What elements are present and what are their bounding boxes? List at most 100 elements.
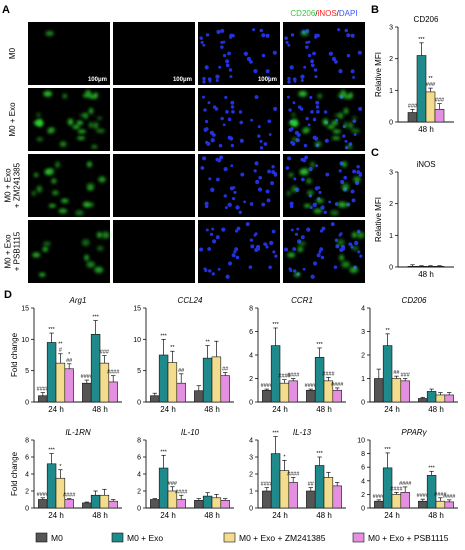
legend-swatch [352,532,365,543]
chart-title: IL-1RN [65,428,91,437]
cd206-signal [44,169,52,175]
nucleus [263,242,267,246]
bar [306,389,316,403]
nucleus [220,116,224,121]
bar [167,362,178,403]
nucleus [207,247,212,251]
nucleus [331,56,337,62]
nucleus [231,33,235,38]
significance-label: #### [63,493,76,499]
cd206-signal [342,161,347,168]
chart-title: iNOS [416,160,435,169]
nucleus [290,127,294,131]
nucleus [303,65,307,69]
x-tick-label: 24 h [48,511,64,520]
cd206-signal [331,136,341,141]
nucleus [245,222,250,227]
micro-image-r1-c1 [113,88,195,151]
nucleus [204,119,209,124]
cd206-signal [298,90,308,97]
bar [55,362,66,403]
bar [158,354,169,403]
chart-title: IL-13 [293,428,312,437]
significance-line: *** [48,448,55,454]
significance-line: ** [385,328,390,334]
nucleus [246,56,252,62]
nucleus [356,170,361,175]
cd206-signal [87,161,92,168]
significance-line: ### [401,373,411,379]
nucleus [352,169,357,174]
cd206-signal [51,178,57,184]
y-axis-label: Relative MFI [374,197,383,242]
nucleus [229,186,234,191]
nucleus [210,138,215,143]
significance-line: ## [66,358,73,364]
nucleus [335,118,339,122]
significance-line: #### [373,494,386,500]
merge-label-part: / [315,9,318,18]
legend-item-3: M0 + Exo + PSB1115 [352,532,449,543]
nucleus [300,157,304,162]
nucleus [257,134,261,138]
legend-label: M0 + Exo [127,533,163,543]
y-tick-label: 15 [133,306,141,313]
nucleus [354,240,359,246]
x-tick-label: 24 h [272,511,288,520]
bar [194,500,204,509]
nucleus [253,169,257,173]
nucleus [225,63,230,68]
significance-line: #### [107,370,120,376]
bar [332,485,342,509]
nucleus [274,254,278,258]
nucleus [220,40,224,45]
y-axis-label: Fold change [10,451,19,496]
bar [202,357,213,403]
significance-label: *** [316,342,323,348]
cd206-signal [88,107,94,115]
significance-label: #### [175,489,188,495]
row-label-line: M0 + Exo [4,234,13,269]
y-tick-label: 10 [133,337,141,344]
image-background [113,154,195,217]
bar [90,494,101,509]
x-tick-label: 24 h [48,405,64,414]
significance-line: #### [63,493,76,499]
nucleus [350,69,355,74]
nucleus [357,250,361,254]
image-background [28,154,110,217]
nucleus [202,43,206,47]
image-background [198,22,280,85]
x-tick-label: 48 h [92,405,108,414]
cd206-signal [353,176,361,183]
bar [108,381,118,403]
nucleus [227,51,231,56]
bar [64,499,74,509]
significance-line: ** [428,76,433,82]
row-label-line: + ZM241385 [13,162,22,208]
nucleus [294,232,299,236]
nucleus [229,35,233,39]
cd206-signal [45,30,54,37]
nucleus [259,28,264,33]
nucleus [353,133,357,136]
nucleus [287,156,292,161]
nucleus [310,274,315,279]
y-tick-label: 10 [357,438,365,445]
cd206-signal [350,128,360,133]
significance-label: *** [48,448,55,454]
cd206-signal [348,92,353,98]
nucleus [261,33,266,38]
y-tick-label: 0 [249,400,253,407]
y-tick-label: 1 [389,233,393,240]
y-tick-label: 3 [389,170,393,177]
cd206-signal [86,183,95,188]
nucleus [239,138,244,143]
nucleus [316,109,320,114]
bar [82,502,92,509]
significance-line: #### [287,373,300,379]
y-tick-label: 3 [249,455,253,462]
cd206-signal [55,161,60,169]
nucleus [315,105,320,109]
